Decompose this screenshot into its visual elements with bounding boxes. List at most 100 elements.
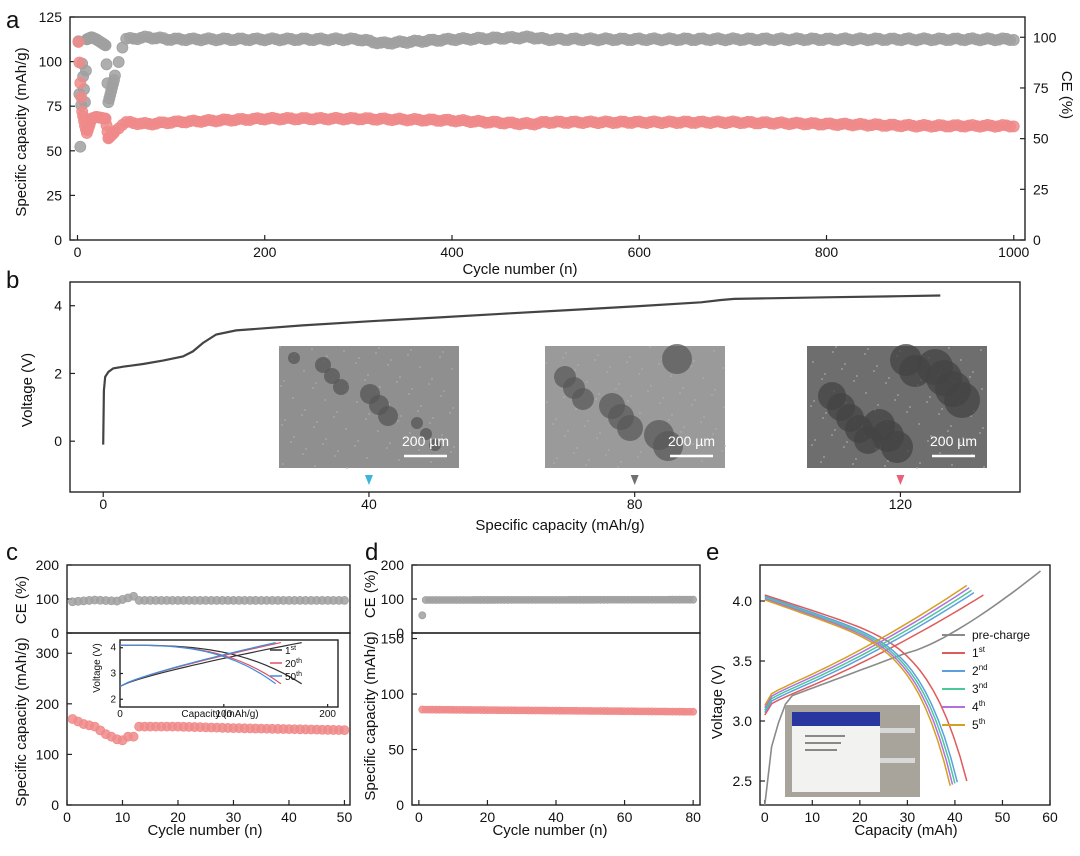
d-capacity-point [689,707,698,716]
sem-grain [812,361,814,363]
sem-grain [831,434,833,436]
sem-grain [927,440,929,442]
sem-grain [407,354,409,356]
sem-grain [575,408,577,410]
sem-grain [367,374,369,376]
c-inset-legend-sup: th [296,671,302,678]
a-x-tick-label: 1000 [998,244,1029,260]
e-x-tick-label: 60 [1042,809,1058,825]
d-y-tick-label: 50 [388,742,404,758]
sem-deposit [644,420,674,450]
sem-grain [983,466,985,468]
sem-grain [919,462,921,464]
sem-grain [545,362,547,364]
sem-grain [409,432,411,434]
d-ce-point [689,595,698,604]
sem-grain [386,447,388,449]
sem-grain [606,371,608,373]
e-discharge-curve [764,595,959,783]
e-discharge-curve [764,599,951,786]
sem-grain [844,363,846,365]
sem-grain [302,453,304,455]
sem-grain [343,350,345,352]
d-y-tick-label: 100 [381,686,405,702]
sem-grain [597,354,599,356]
a-x-tick-label: 400 [440,244,464,260]
sem-grain [598,393,600,395]
a-yright-tick-label: 100 [1033,29,1057,45]
sem-grain [301,414,303,416]
e-discharge-curve [764,596,956,784]
panel-letter-c: c [6,539,18,566]
pouch-print-line [805,735,845,737]
sem-grain [832,351,834,353]
c-inset-legend-label: 50th [285,671,302,683]
sem-grain [906,411,908,413]
c-inset-legend-label: 20th [285,658,302,670]
sem-grain [563,396,565,398]
sem-grain [615,388,617,390]
sem-grain [948,347,950,349]
a-series1-point [1007,120,1020,133]
b-y-tick-label: 4 [54,298,62,314]
sem-grain [599,432,601,434]
sem-grain [810,405,812,407]
a-y-tick-label: 25 [46,187,62,203]
pouch-print-line [805,742,841,744]
sem-grain [947,430,949,432]
sem-grain [640,451,642,453]
pouch-tab-bottom [880,758,915,763]
c-inset-xtick-label: 0 [117,709,123,720]
sem-grain [292,397,294,399]
sem-grain [452,407,454,409]
sem-grain [450,451,452,453]
e-legend-label: 2nd [972,663,988,678]
sem-grain [926,401,928,403]
sem-deposit [411,417,423,429]
sem-grain [835,346,837,348]
sem-grain [314,465,316,467]
sem-grain [336,411,338,413]
e-charge-curve [764,589,973,711]
sem-grain [627,400,629,402]
a-series0-point [80,64,92,77]
e-legend-label: 3nd [972,681,988,696]
e-y-tick-label: 2.5 [733,773,753,789]
sem-grain [411,388,413,390]
sem-grain [556,457,558,459]
a-y-tick-label: 75 [46,98,62,114]
sem-deposit [890,344,922,376]
sem-grain [723,406,725,408]
sem-grain [680,431,682,433]
sem-grain [649,346,651,348]
sem-grain [408,393,410,395]
panel-letter-b: b [6,267,19,294]
sem-deposit [333,379,349,395]
sem-grain [605,454,607,456]
sem-scale-label: 200 µm [930,433,977,449]
sem-grain [375,352,377,354]
sem-grain [941,408,943,410]
c-xlabel: Cycle number (n) [147,822,262,839]
sem-grain [553,462,555,464]
c-inset-ytick-label: 4 [110,643,116,654]
sem-deposit [662,344,692,374]
e-xlabel: Capacity (mAh) [854,822,957,839]
sem-grain [703,416,705,418]
sem-grain [316,421,318,423]
d-bottom-frame [411,632,701,806]
sem-grain [345,428,347,430]
sem-grain [400,415,402,417]
sem-grain [873,370,875,372]
sem-deposit [420,428,432,440]
e-discharge-curve [764,597,954,785]
d-ylabel: Specific capacity (mAh/g) [362,631,379,800]
sem-grain [390,359,392,361]
sem-grain [346,467,348,469]
sem-grain [354,445,356,447]
c-inset-legend-sup: th [296,658,302,665]
sem-grain [885,382,887,384]
sem-grain [821,378,823,380]
e-charge-curve [764,584,968,706]
d-ytop-tick-label: 100 [381,591,405,607]
